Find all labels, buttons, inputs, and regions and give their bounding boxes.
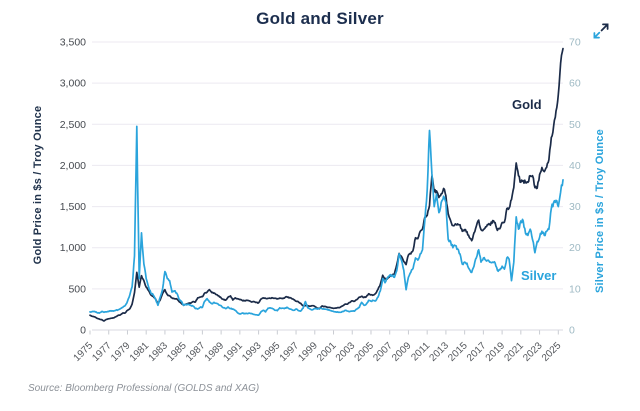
x-axis-tick-label: 2025 [540,340,564,364]
x-axis-tick-label: 1975 [72,340,96,364]
x-axis-tick-label: 2003 [334,340,358,364]
x-axis-tick-label: 1987 [184,340,208,364]
x-axis-tick-label: 2019 [484,340,508,364]
gold-series-label: Gold [512,97,542,112]
x-axis-tick-label: 2015 [446,340,470,364]
right-axis-tick: 40 [569,160,581,172]
left-axis-tick: 2,500 [60,119,86,131]
expand-icon[interactable] [590,20,612,42]
x-axis-tick-label: 2021 [502,340,526,364]
x-axis-tick-label: 1983 [147,340,171,364]
left-axis-tick: 0 [80,325,86,337]
x-axis-tick-label: 2005 [353,340,377,364]
x-axis-tick-label: 2007 [371,340,395,364]
x-axis-tick-label: 1981 [128,340,152,364]
x-axis-tick-label: 1993 [240,340,264,364]
right-axis-title: Silver Price in $s / Troy Ounce [594,129,606,293]
source-note: Source: Bloomberg Professional (GOLDS an… [28,383,260,394]
left-axis-tick: 500 [68,283,86,295]
x-axis-tick-label: 2011 [409,340,432,363]
gridlines: 0 500 1,000 1,500 2,000 2,500 3,000 3,500 0 10 20 3… [60,37,581,337]
x-axis-tick-label: 2013 [428,340,452,364]
right-axis-tick: 70 [569,37,581,49]
x-axis-tick-label: 1979 [109,340,133,364]
right-axis-tick: 30 [569,201,581,213]
left-axis-title: Gold Price in $s / Troy Ounce [32,105,44,265]
left-axis-tick: 1,500 [60,201,86,213]
chart-title: Gold and Silver [256,9,384,28]
x-axis-ticks: 1975197719791981198319851987198919911993… [72,330,564,364]
x-axis-tick-label: 2017 [465,340,489,364]
right-axis-tick: 60 [569,78,581,90]
x-axis-tick-label: 2001 [315,340,339,364]
right-axis-tick: 50 [569,119,581,131]
x-axis-tick-label: 2023 [521,340,545,364]
left-axis-tick: 1,000 [60,242,86,254]
gold-price-line [89,47,564,322]
x-axis-tick-label: 1989 [203,340,227,364]
right-axis-tick: 10 [569,283,581,295]
left-axis-tick: 2,000 [60,160,86,172]
silver-series-label: Silver [521,268,557,283]
x-axis-tick-label: 1991 [221,340,245,364]
right-axis-tick: 0 [569,325,575,337]
x-axis-tick-label: 1995 [259,340,283,364]
x-axis-tick-label: 1977 [90,340,114,364]
x-axis-tick-label: 1985 [165,340,189,364]
silver-price-line [89,125,564,317]
x-axis-tick-label: 1999 [296,340,320,364]
x-axis-tick-label: 1997 [278,340,302,364]
x-axis-tick-label: 2009 [390,340,414,364]
left-axis-tick: 3,000 [60,78,86,90]
left-axis-tick: 3,500 [60,37,86,49]
right-axis-tick: 20 [569,242,581,254]
